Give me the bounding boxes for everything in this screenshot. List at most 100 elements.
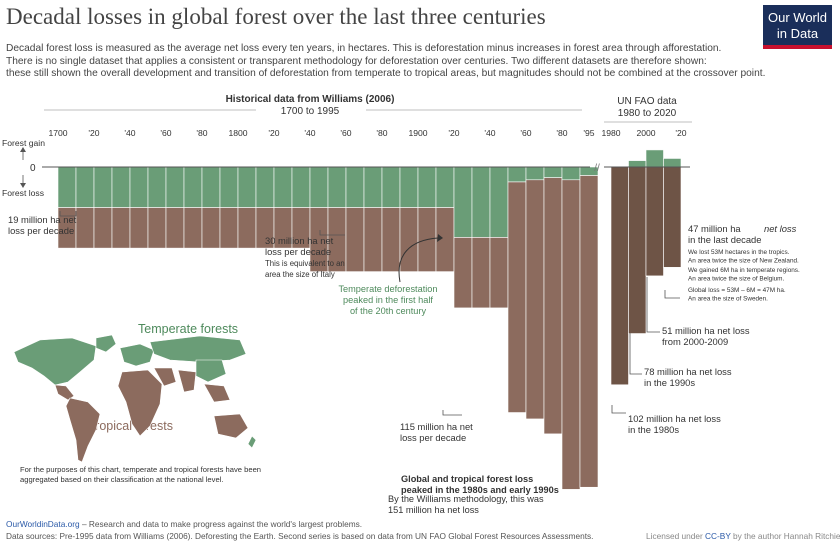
williams-tick-label: '40 [484,128,495,138]
map-new-zealand [247,435,257,449]
fao-tick-label: '20 [675,128,686,138]
a30-bracket [319,230,345,236]
temperate-loss-bar-1930 [471,166,491,238]
williams-tick-label: '20 [448,128,459,138]
annotation-47m-line2: in the last decade [688,234,762,245]
williams-tick-label: 1700 [48,128,67,138]
footer-tagline: – Research and data to make progress aga… [79,519,363,529]
temperate-loss-bar-1970 [543,166,563,178]
annotation-temperate-peak: of the 20th century [350,306,427,316]
map-middle-east [153,367,177,387]
annotation-30m: loss per decade [265,246,331,257]
forest-loss-label: Forest loss [2,188,44,198]
temperate-loss-bar-1880 [381,166,401,208]
annotation-151m: By the Williams methodology, this was [388,494,544,504]
temperate-loss-bar-1860 [345,166,365,208]
annotation-151m: 151 million ha net loss [388,505,479,515]
temperate-loss-bar-1770 [183,166,203,208]
temperate-loss-bar-1790 [219,166,239,208]
owid-logo[interactable]: Our World in Data [763,5,832,49]
footer-brand-link[interactable]: OurWorldinData.org [6,519,80,529]
williams-tick-label: '80 [376,128,387,138]
temperate-loss-bar-1740 [129,166,149,208]
fao-loss-bar-1990 [628,166,647,334]
license-cc-link[interactable]: CC-BY [705,531,731,541]
annotation-78m: in the 1990s [644,377,695,388]
license-pre: Licensed under [646,531,706,541]
axis-break-mark: // [594,163,600,174]
tropical-loss-bar-1740 [129,207,149,249]
annotation-102m: 102 million ha net loss [628,413,721,424]
tropical-loss-bar-1750 [147,207,167,249]
temperate-loss-bar-1940 [489,166,509,238]
fao-tick-label: 2000 [636,128,655,138]
williams-tick-label: '20 [268,128,279,138]
tropical-loss-bar-1980 [561,179,581,490]
tropical-loss-bar-1960 [525,179,545,420]
annotation-51m: 51 million ha net loss [662,325,750,336]
williams-tick-label: '80 [556,128,567,138]
temperate-loss-bar-1720 [93,166,113,208]
tropical-loss-bar-1770 [183,207,203,249]
williams-tick-label: '60 [520,128,531,138]
map-temperate-label: Temperate forests [138,322,238,336]
tropical-loss-bar-1860 [345,207,365,272]
fao-loss-bar-1980 [610,166,629,386]
annotation-temperate-peak: Temperate deforestation [338,284,437,294]
footer-credits: OurWorldinData.org – Research and data t… [6,519,362,529]
tropical-loss-bar-1970 [543,177,563,435]
annotation-47m-global: An area the size of Sweden. [688,296,768,303]
subtitle-line-3: these still shown the overall developmen… [6,68,766,79]
annotation-47m-temperate: We gained 6M ha in temperate regions. [688,267,800,274]
temperate-loss-bar-1960 [525,166,545,181]
gain-arrow-head [20,147,26,152]
williams-tick-label: 1800 [228,128,247,138]
tropical-loss-bar-1730 [111,207,131,249]
williams-header: Historical data from Williams (2006) [226,94,395,105]
fao-tick-label: 1980 [601,128,620,138]
williams-tick-label: '40 [304,128,315,138]
tropical-loss-bar-1790 [219,207,239,249]
temperate-loss-bar-1730 [111,166,131,208]
annotation-47m-italic: net loss [764,223,797,234]
fao-header: UN FAO data [617,96,677,107]
map-africa [117,369,163,437]
tropical-loss-bar-1760 [165,207,185,249]
annotation-115m: 115 million ha net [400,421,473,432]
williams-tick-label: '20 [88,128,99,138]
footer-license: Licensed under CC-BY by the author Hanna… [646,531,840,541]
chart-title: Decadal losses in global forest over the… [6,4,546,29]
map-north-america [13,337,97,386]
map-russia [149,335,247,363]
tropical-loss-bar-1720 [93,207,113,249]
temperate-loss-bar-1950 [507,166,527,183]
annotation-19m: 19 million ha net [8,214,77,225]
temperate-loss-bar-1750 [147,166,167,208]
annotation-115m: loss per decade [400,432,466,443]
subtitle-line-2: There is no single dataset that applies … [6,56,707,67]
temperate-loss-bar-1840 [309,166,329,208]
temperate-loss-bar-1850 [327,166,347,208]
tropical-loss-bar-1940 [489,237,509,309]
map-europe [119,343,155,367]
map-south-america [65,397,101,463]
forest-gain-label: Forest gain [2,138,45,148]
temperate-loss-bar-1890 [399,166,419,208]
fao-gain-bar-2010 [663,158,682,168]
williams-tick-label: '60 [160,128,171,138]
map-australia [213,413,249,439]
annotation-47m-global: Global loss = 53M – 6M = 47M ha. [688,287,786,294]
a115-bracket [442,410,462,416]
map-central-america [54,384,75,401]
annotation-30m-italy: This is equivalent to an [265,259,345,268]
williams-tick-label: '95 [583,128,594,138]
fao-gain-bar-1990 [628,160,647,168]
map-tropical-label: Tropical forests [88,419,173,433]
fao-loss-bar-2010 [663,166,682,268]
fao-gain-bar-2000 [645,149,664,168]
map-south-asia [177,369,197,393]
temperate-loss-bar-1820 [273,166,293,208]
williams-tick-label: '80 [196,128,207,138]
loss-arrow-head [20,183,26,188]
